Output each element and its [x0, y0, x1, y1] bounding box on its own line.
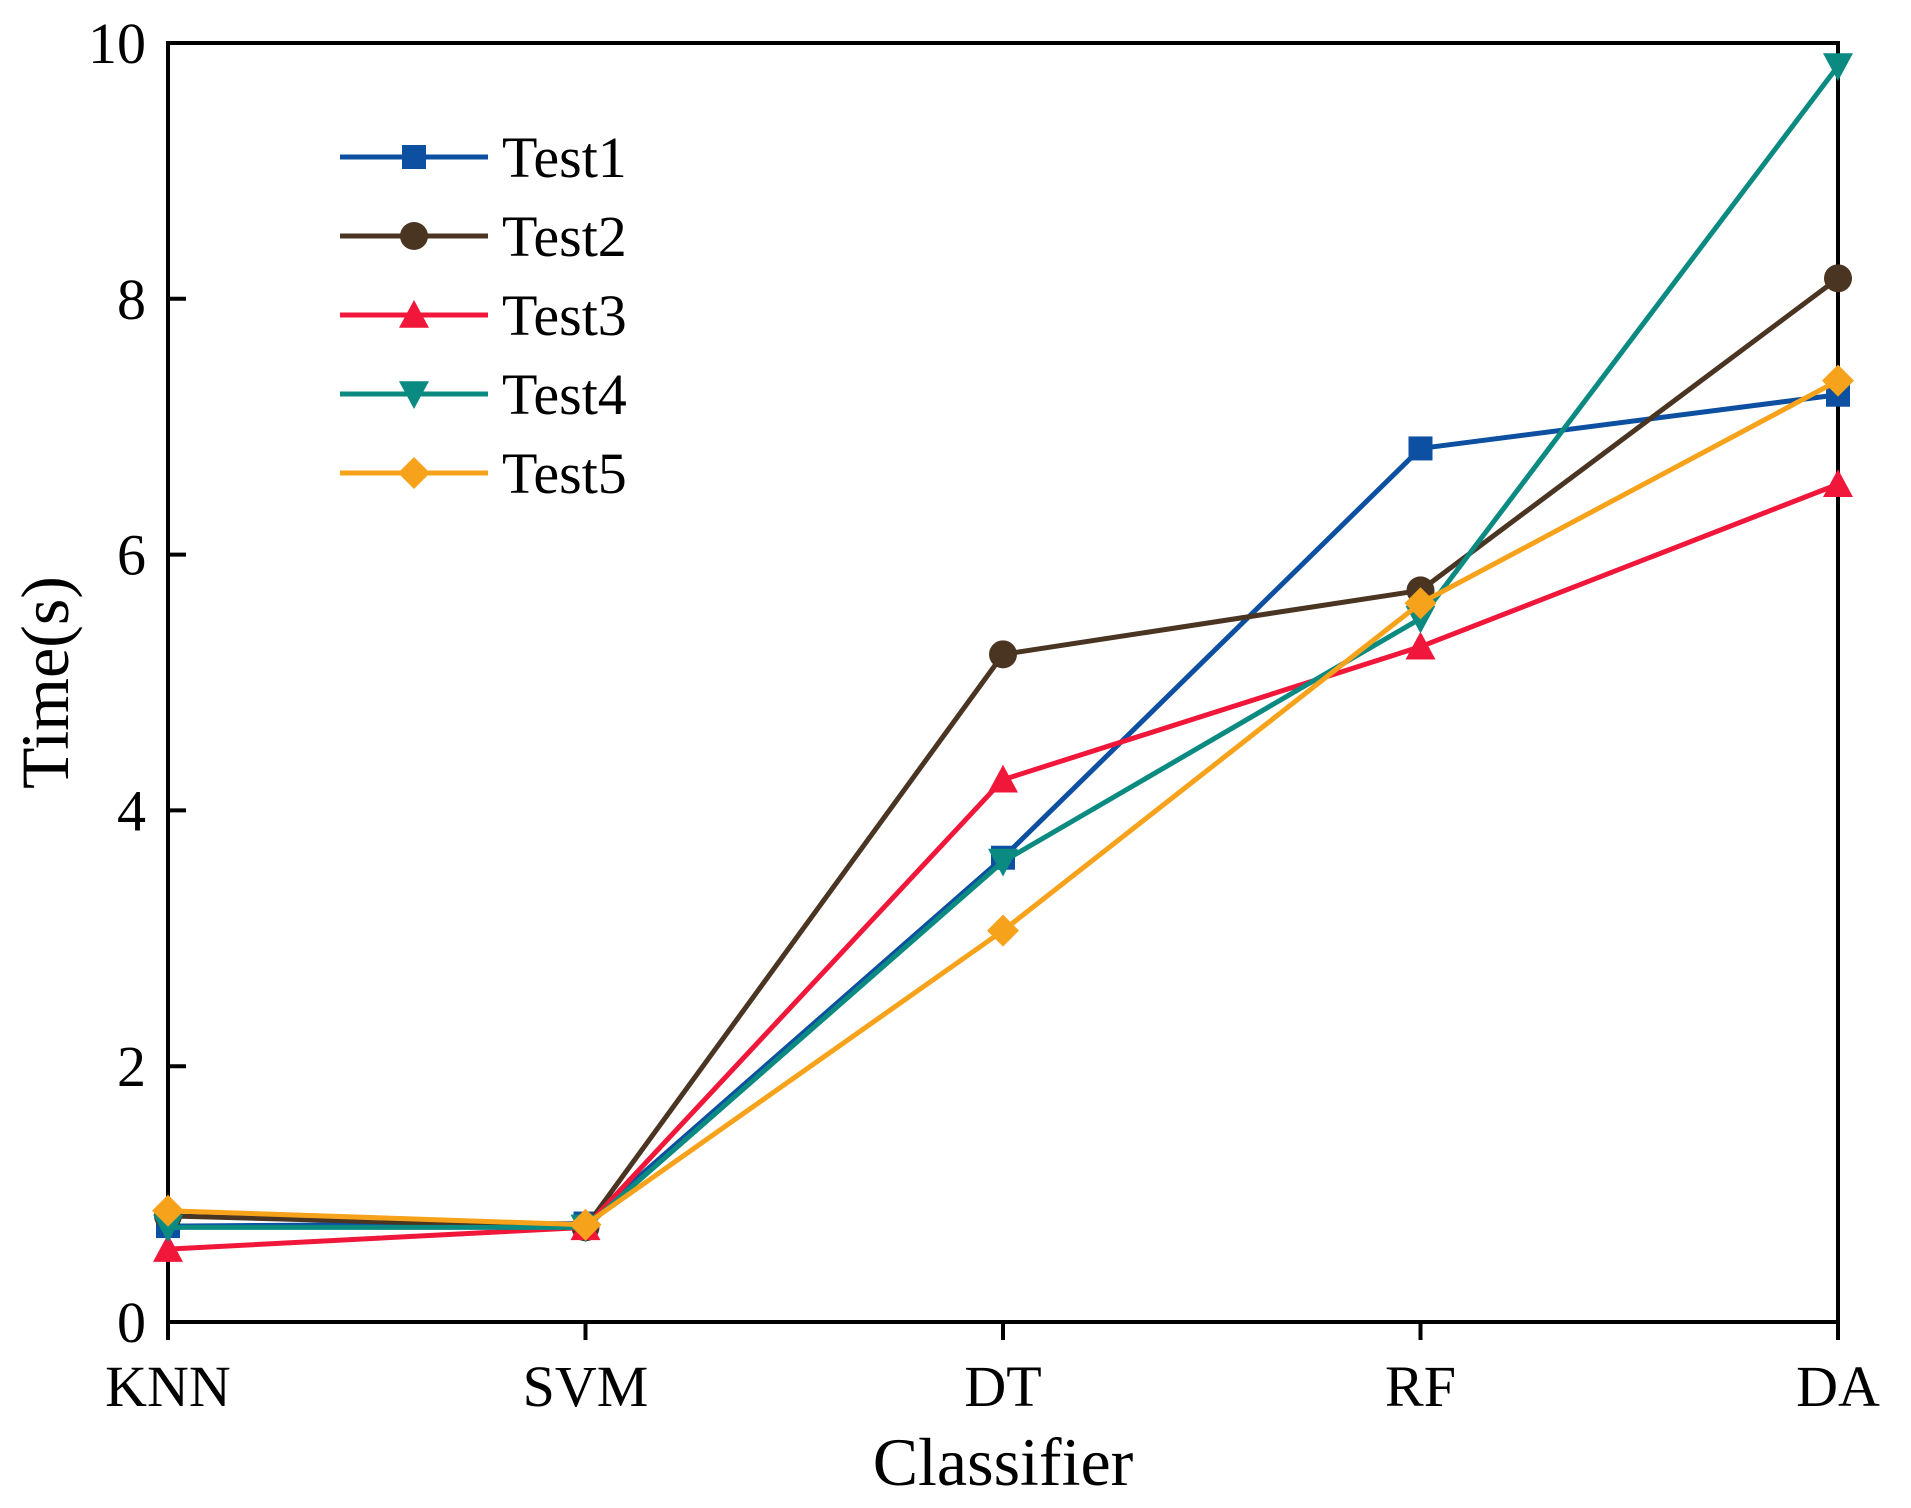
- data-point-test5: [152, 1194, 184, 1227]
- legend-item-test3: Test3: [340, 283, 627, 348]
- series-line-test1: [167, 392, 1839, 1229]
- series-test5: [152, 364, 1854, 1241]
- legend-marker: [398, 457, 430, 489]
- series-line-test2: [167, 276, 1840, 1230]
- x-tick-label: SVM: [523, 1354, 649, 1419]
- data-point-test4: [1405, 605, 1436, 634]
- data-point-test3: [1405, 631, 1436, 660]
- axes-layer: 0 2 4 6 8 10 KNN SVM DT RF DA: [88, 11, 1880, 1419]
- data-point-test2: [989, 640, 1017, 669]
- data-point-test5: [1822, 364, 1854, 397]
- x-tick-label: DA: [1796, 1354, 1880, 1419]
- data-point-test5: [569, 1208, 602, 1241]
- y-tick-label: 8: [117, 267, 146, 332]
- x-tick-label: DT: [964, 1354, 1041, 1419]
- legend-label: Test3: [502, 283, 627, 348]
- legend-marker: [402, 145, 426, 169]
- series-layer: [152, 53, 1854, 1262]
- x-axis-title: Classifier: [873, 1424, 1134, 1500]
- legend-item-test5: Test5: [340, 441, 627, 506]
- data-point-test5: [987, 914, 1019, 947]
- y-tick-label: 6: [117, 523, 146, 588]
- data-point-test3: [153, 1234, 183, 1262]
- data-point-test1: [1408, 436, 1433, 461]
- legend: Test1 Test2 Test3 Test4 Test5: [340, 125, 627, 506]
- legend-item-test4: Test4: [340, 362, 627, 427]
- data-point-test3: [988, 764, 1018, 793]
- data-point-test3: [1823, 469, 1853, 498]
- legend-item-test2: Test2: [340, 204, 627, 269]
- y-tick-label: 10: [88, 11, 146, 76]
- data-point-test4: [1823, 53, 1853, 82]
- legend-label: Test1: [502, 125, 627, 190]
- y-tick-label: 2: [117, 1034, 146, 1099]
- data-point-test4: [153, 1214, 183, 1243]
- legend-marker: [400, 222, 428, 250]
- data-point-test4: [988, 848, 1018, 877]
- x-tick-label: KNN: [105, 1354, 231, 1419]
- y-tick-label: 4: [117, 778, 146, 843]
- legend-label: Test4: [502, 362, 627, 427]
- series-test2: [154, 264, 1852, 1242]
- data-point-test2: [1824, 264, 1852, 293]
- legend-label: Test5: [502, 441, 627, 506]
- legend-marker: [399, 300, 429, 328]
- series-line-test5: [167, 378, 1840, 1228]
- legend-label: Test2: [502, 204, 627, 269]
- y-tick-label: 0: [117, 1290, 146, 1355]
- x-tick-label: RF: [1385, 1354, 1456, 1419]
- axis-labels: Classifier Time(s): [7, 576, 1134, 1500]
- legend-item-test1: Test1: [340, 125, 627, 190]
- data-point-test5: [1404, 587, 1437, 620]
- legend-marker: [399, 381, 429, 409]
- y-axis-title: Time(s): [7, 576, 83, 789]
